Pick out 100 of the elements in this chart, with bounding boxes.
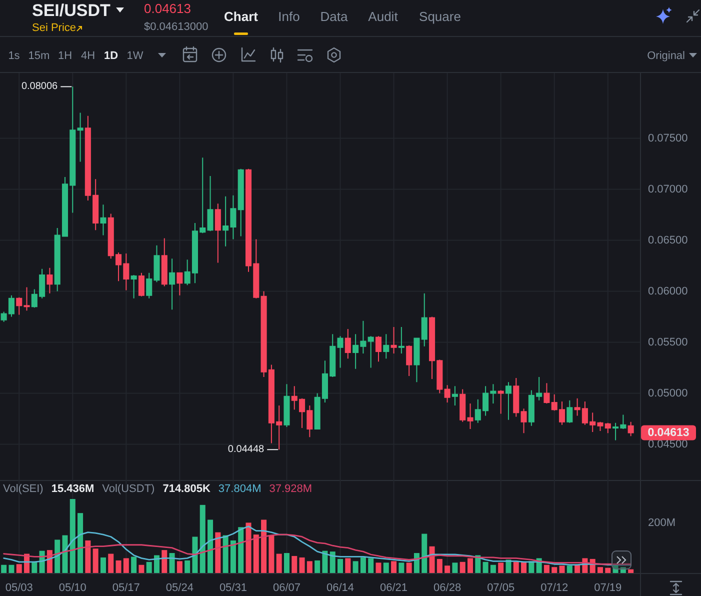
bar <box>246 522 252 573</box>
candlestick <box>520 408 527 434</box>
x-tick-label: 05/31 <box>219 582 247 594</box>
text: 1s <box>8 50 20 62</box>
bar <box>162 550 168 573</box>
text: Chart <box>224 9 259 24</box>
x-tick-label: 05/17 <box>112 582 140 594</box>
bar <box>330 552 336 573</box>
bar <box>299 557 305 573</box>
x-tick-label: 07/19 <box>594 582 622 594</box>
bar <box>268 535 274 573</box>
bar <box>436 558 442 573</box>
bar <box>422 534 428 573</box>
candlestick <box>505 382 512 420</box>
candlestick <box>421 292 428 347</box>
bar <box>628 569 634 573</box>
text: 1H <box>58 50 72 62</box>
bar <box>154 555 160 573</box>
text: 200M <box>648 517 676 529</box>
candlestick <box>383 334 390 360</box>
candlestick <box>161 238 168 287</box>
candlestick <box>566 400 573 424</box>
bar <box>468 558 474 573</box>
bar <box>552 567 558 573</box>
bar <box>176 561 182 573</box>
x-tick-label: 06/21 <box>380 582 408 594</box>
bar <box>306 561 312 573</box>
y-tick-label: 0.05500 <box>648 336 688 348</box>
text: $0.04613000 <box>144 21 208 33</box>
bar <box>85 540 91 573</box>
text: 0.04613 <box>648 426 690 439</box>
bar <box>605 568 611 573</box>
bar <box>376 562 382 573</box>
bar <box>16 564 22 573</box>
text: 37.928M <box>269 483 312 495</box>
candlestick <box>498 390 504 414</box>
y-tick-label: 0.05000 <box>648 387 688 400</box>
bar <box>108 554 114 573</box>
candlestick <box>284 384 290 428</box>
bar <box>261 520 267 573</box>
candlestick <box>176 272 183 296</box>
bar <box>475 555 481 573</box>
x-tick-label: 06/28 <box>434 582 462 594</box>
text: Square <box>419 9 461 24</box>
bar <box>322 550 328 573</box>
annotation: 0.04448 <box>228 444 265 456</box>
x-tick-label: 06/07 <box>272 582 301 594</box>
bar <box>360 557 366 573</box>
candlestick <box>169 258 176 310</box>
candlestick <box>375 336 382 362</box>
candlestick <box>444 384 450 403</box>
bar <box>498 562 504 573</box>
text: Vol(SEI) <box>3 483 44 495</box>
candlestick <box>398 326 404 354</box>
bar <box>345 558 351 573</box>
bar <box>222 535 228 573</box>
bar <box>8 564 14 573</box>
text: Original <box>647 50 685 62</box>
candlestick <box>544 382 550 404</box>
candlestick <box>344 328 351 360</box>
bar <box>544 564 550 573</box>
x-tick-label: 07/05 <box>487 582 515 594</box>
bar <box>54 540 60 573</box>
candlestick <box>46 267 53 294</box>
bar <box>406 562 412 573</box>
candlestick <box>368 336 374 368</box>
text: 37.804M <box>218 483 262 495</box>
bar <box>338 558 344 573</box>
bar <box>92 548 98 573</box>
candlestick <box>628 421 634 437</box>
x-tick-label: 05/10 <box>58 582 86 594</box>
bar <box>460 562 466 573</box>
bar <box>620 567 626 573</box>
candlestick <box>390 326 397 354</box>
bar <box>276 554 282 573</box>
candlestick <box>130 274 137 299</box>
bar <box>184 560 190 573</box>
bar <box>215 532 221 573</box>
bar <box>123 558 129 573</box>
bar <box>284 553 290 573</box>
bar <box>131 556 137 573</box>
text: 1W <box>126 50 144 62</box>
text: Data <box>320 9 348 24</box>
bar <box>200 504 206 573</box>
candlestick <box>414 338 420 383</box>
bar <box>292 556 298 573</box>
bar <box>391 561 397 573</box>
text: Audit <box>368 9 398 24</box>
bar <box>490 564 496 573</box>
bar <box>169 553 175 573</box>
bar <box>612 564 618 573</box>
bar <box>62 535 68 573</box>
bar <box>352 561 358 573</box>
text: 714.805K <box>162 483 210 495</box>
bar <box>138 564 144 573</box>
text: 15.436M <box>51 483 94 495</box>
bar <box>368 558 374 573</box>
bar <box>574 564 580 573</box>
bar <box>314 560 320 573</box>
bar <box>521 562 527 573</box>
